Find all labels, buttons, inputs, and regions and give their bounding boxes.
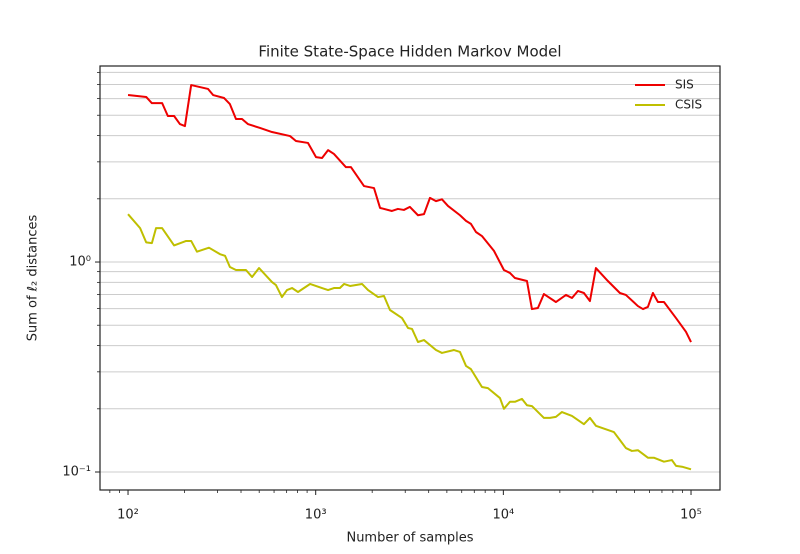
legend-label: CSIS [675, 98, 702, 112]
series-line [127, 84, 692, 343]
legend-label: SIS [675, 78, 694, 92]
chart-title: Finite State-Space Hidden Markov Model [258, 43, 561, 61]
y-tick-label: 10⁻¹ [62, 465, 91, 480]
y-axis-label: Sum of ℓ₂ distances [26, 215, 41, 342]
x-tick-label: 10⁵ [680, 508, 702, 523]
x-tick-label: 10³ [305, 508, 327, 523]
x-tick-label: 10² [117, 508, 139, 523]
series-line [127, 213, 692, 471]
x-tick-label: 10⁴ [492, 508, 514, 523]
y-tick-label: 10⁰ [69, 255, 91, 270]
plot-frame [99, 65, 721, 491]
x-axis-label: Number of samples [346, 531, 473, 546]
